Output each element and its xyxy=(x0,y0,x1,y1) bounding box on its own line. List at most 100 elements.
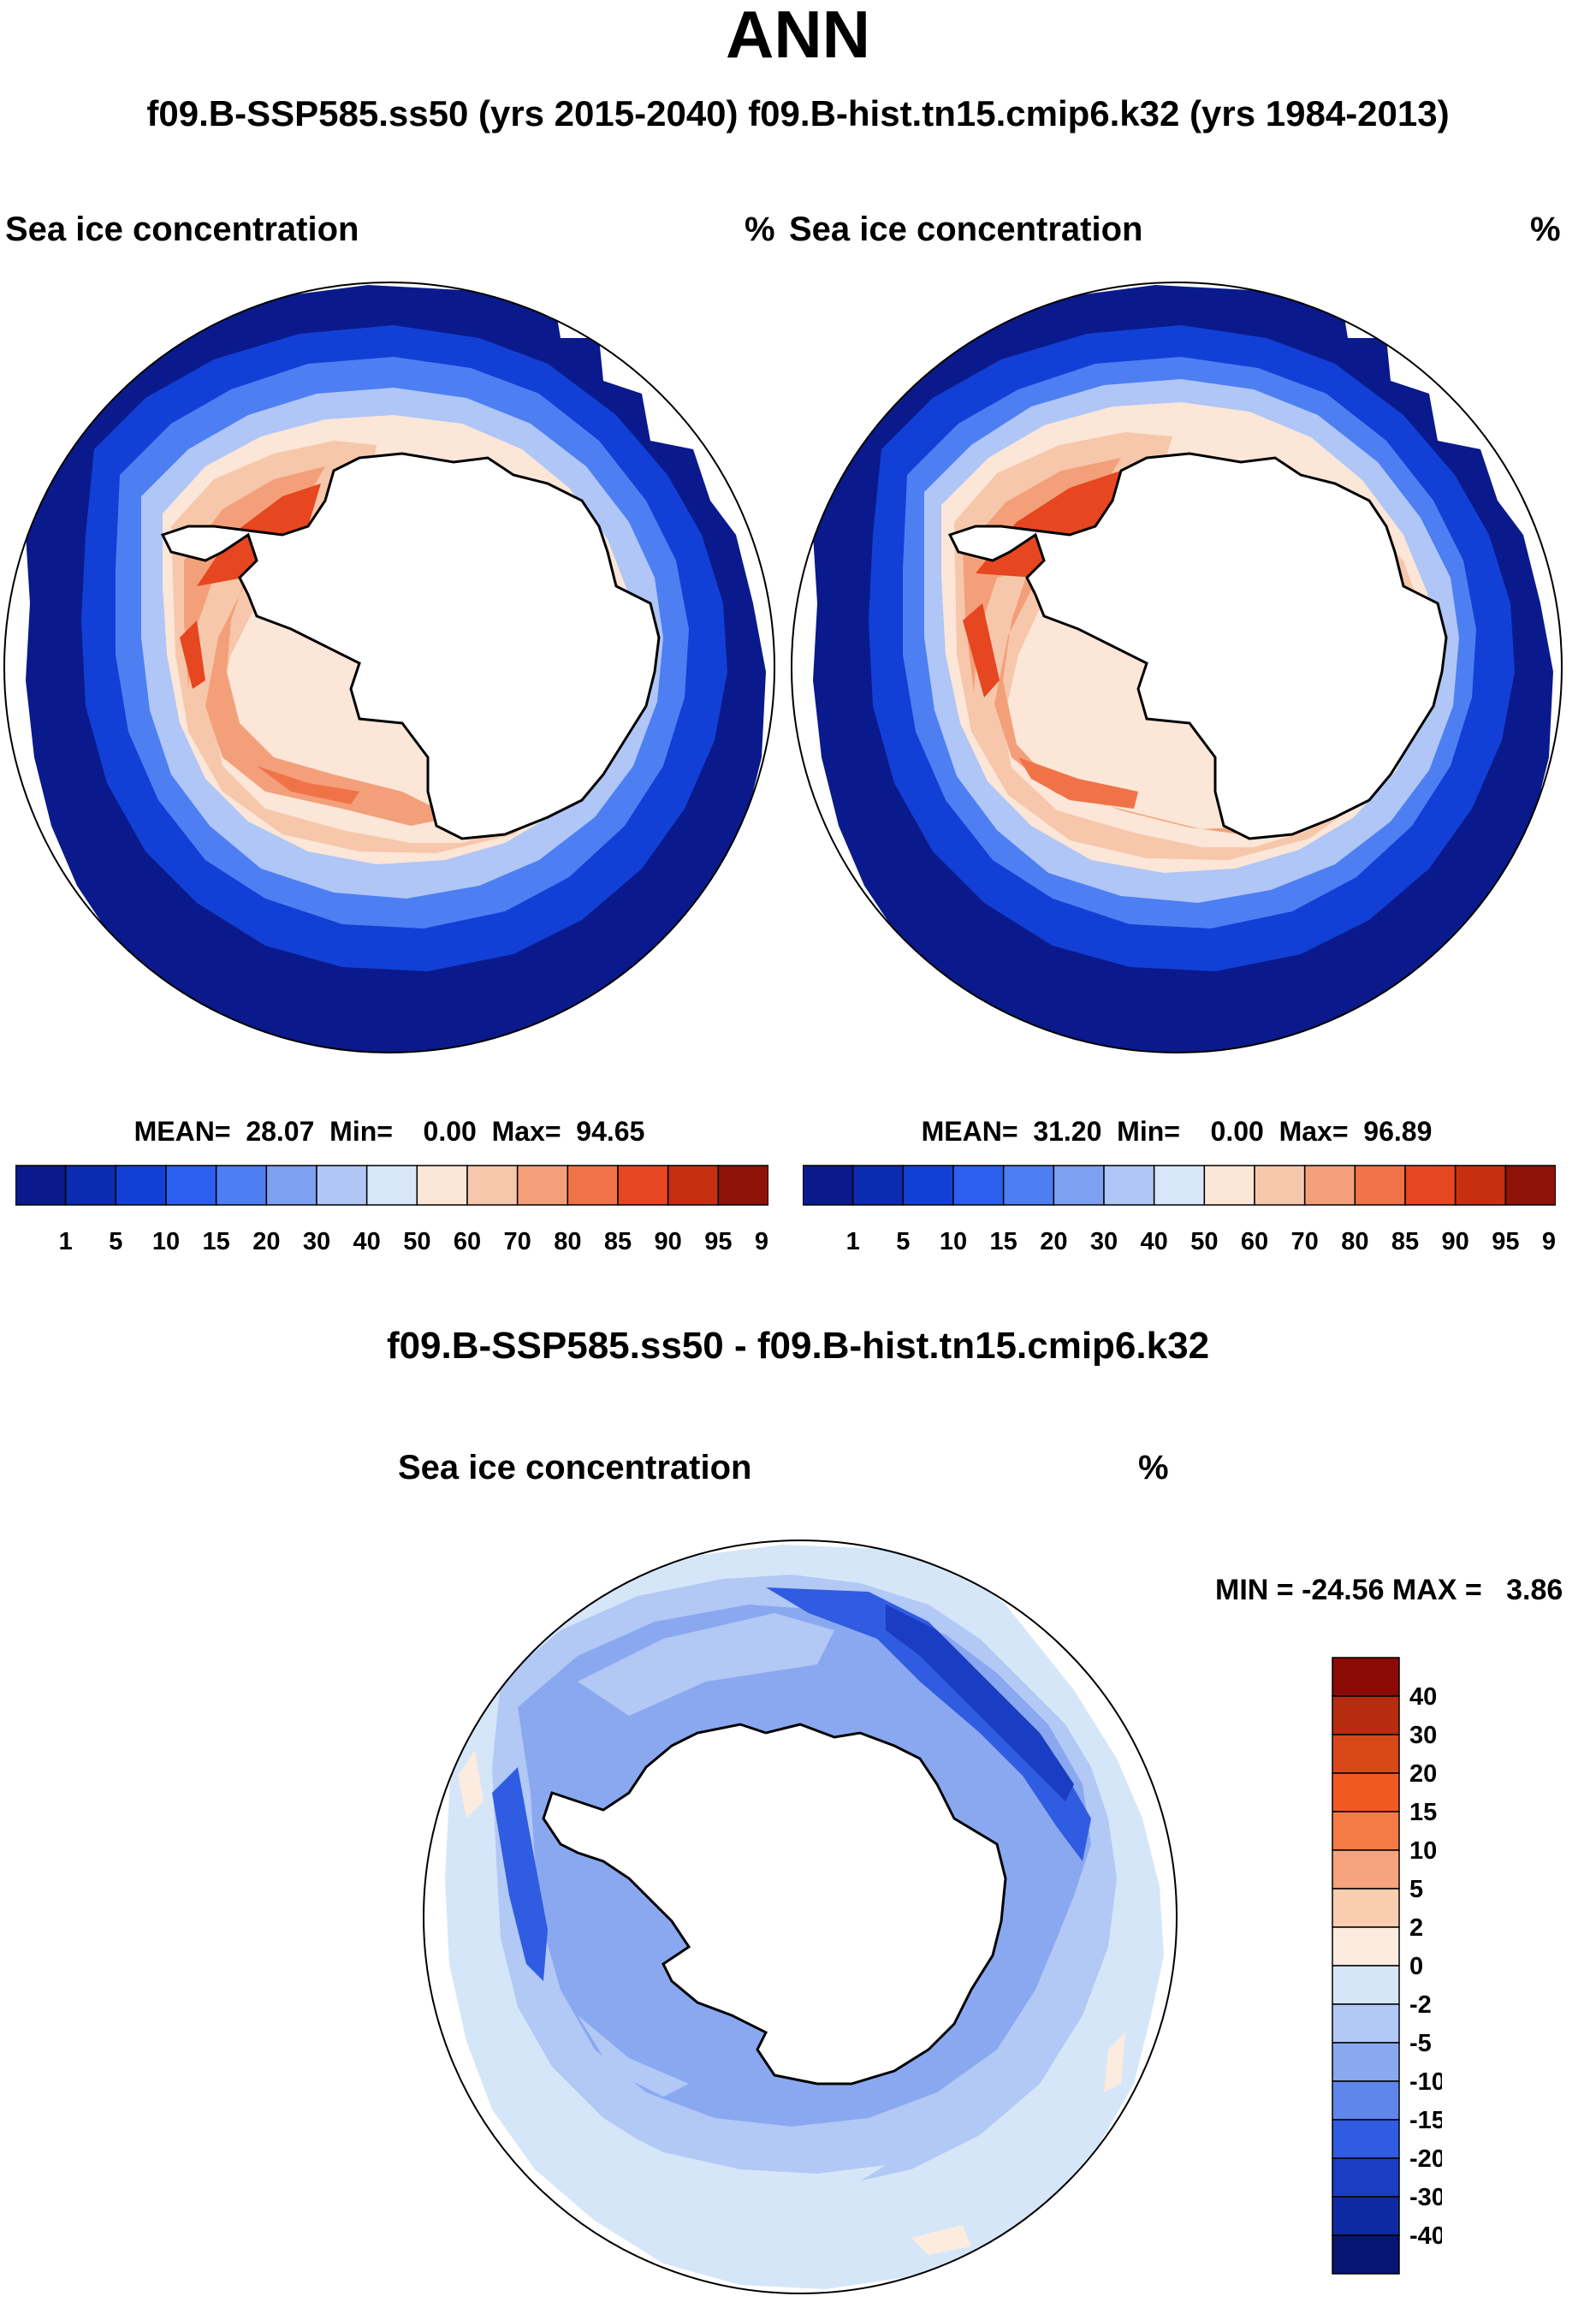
colorbar-tick-label: 60 xyxy=(454,1228,481,1255)
colorbar-tick-label: 90 xyxy=(1442,1228,1469,1255)
colorbar-tick-label: 1 xyxy=(59,1228,73,1255)
colorbar-tick-label: 40 xyxy=(353,1228,381,1255)
diff-colorbar-cell xyxy=(1332,2119,1400,2159)
diff-colorbar-tick-label: 5 xyxy=(1409,1876,1423,1903)
colorbar-tick-label: 15 xyxy=(990,1228,1018,1255)
colorbar-tick-label: 97 xyxy=(1542,1228,1556,1255)
diff-variable-label: Sea ice concentration xyxy=(398,1449,752,1486)
diff-colorbar-cell xyxy=(1332,1695,1400,1735)
colorbar-tick-label: 50 xyxy=(1190,1228,1218,1255)
colorbar-cell xyxy=(1153,1165,1206,1206)
diff-colorbar-cell xyxy=(1332,1888,1400,1928)
diff-colorbar-tick-label: -40 xyxy=(1409,2222,1442,2250)
colorbar-cell xyxy=(1002,1165,1055,1206)
colorbar-cell xyxy=(265,1165,317,1206)
colorbar-cell xyxy=(902,1165,954,1206)
colorbar-tick-label: 85 xyxy=(604,1228,632,1255)
colorbar-tick-label: 70 xyxy=(1291,1228,1319,1255)
colorbar-cell xyxy=(1404,1165,1457,1206)
colorbar-tick-label: 30 xyxy=(1090,1228,1118,1255)
colorbar-tick-label: 30 xyxy=(303,1228,330,1255)
diff-colorbar-tick-label: 0 xyxy=(1409,1953,1423,1980)
colorbar-tick-label: 97 xyxy=(755,1228,768,1255)
colorbar-tick-label: 5 xyxy=(109,1228,122,1255)
panel1-colorbar: 1510152030405060708085909597 xyxy=(15,1165,768,1255)
colorbar-tick-label: 5 xyxy=(896,1228,910,1255)
colorbar-tick-label: 80 xyxy=(554,1228,581,1255)
colorbar-cell xyxy=(1254,1165,1306,1206)
colorbar-tick-label: 60 xyxy=(1241,1228,1268,1255)
diff-colorbar-tick-label: -30 xyxy=(1409,2184,1442,2211)
colorbar-cell xyxy=(64,1165,117,1206)
colorbar-tick-label: 70 xyxy=(504,1228,531,1255)
panel1-variable-label: Sea ice concentration xyxy=(5,211,359,248)
colorbar-tick-label: 1 xyxy=(846,1228,860,1255)
diff-colorbar-cell xyxy=(1332,1734,1400,1774)
diff-colorbar-tick-label: 20 xyxy=(1409,1760,1437,1788)
diff-colorbar-tick-label: -20 xyxy=(1409,2145,1442,2173)
colorbar-cell xyxy=(516,1165,569,1206)
panel1-map xyxy=(3,282,775,1053)
diff-colorbar-cell xyxy=(1332,2234,1400,2275)
colorbar-cell xyxy=(1303,1165,1356,1206)
diff-colorbar-cell xyxy=(1332,1811,1400,1851)
colorbar-cell xyxy=(851,1165,905,1206)
colorbar-cell xyxy=(416,1165,468,1206)
panel2-units-label: % xyxy=(1530,211,1561,248)
colorbar-tick-label: 40 xyxy=(1141,1228,1168,1255)
diff-colorbar-tick-label: 2 xyxy=(1409,1914,1423,1942)
colorbar-cell xyxy=(1504,1165,1556,1206)
colorbar-cell xyxy=(165,1165,217,1206)
diff-units-label: % xyxy=(1138,1449,1169,1486)
colorbar-tick-label: 95 xyxy=(704,1228,732,1255)
diff-stats: MIN = -24.56 MAX = 3.86 xyxy=(1215,1574,1563,1606)
colorbar-cell xyxy=(1454,1165,1507,1206)
colorbar-cell xyxy=(1203,1165,1255,1206)
colorbar-cell xyxy=(466,1165,519,1206)
diff-colorbar-cell xyxy=(1332,2157,1400,2198)
diff-colorbar-cell xyxy=(1332,1772,1400,1813)
diff-colorbar-tick-label: 10 xyxy=(1409,1837,1437,1865)
colorbar-cell xyxy=(803,1165,854,1206)
diff-colorbar-cell xyxy=(1332,1965,1400,2005)
colorbar-cell xyxy=(617,1165,669,1206)
panel1-stats: MEAN= 28.07 Min= 0.00 Max= 94.65 xyxy=(133,1116,645,1147)
diff-colorbar-tick-label: -10 xyxy=(1409,2068,1442,2096)
colorbar-tick-label: 20 xyxy=(252,1228,280,1255)
diff-colorbar-cell xyxy=(1332,2003,1400,2044)
colorbar-cell xyxy=(1053,1165,1105,1206)
diff-colorbar-cell xyxy=(1332,2080,1400,2121)
colorbar-cell xyxy=(1103,1165,1155,1206)
panel2-map xyxy=(791,282,1563,1053)
colorbar-tick-label: 50 xyxy=(403,1228,430,1255)
diff-colorbar-cell xyxy=(1332,1926,1400,1967)
diff-colorbar-tick-label: -2 xyxy=(1409,1991,1432,2019)
colorbar-cell xyxy=(717,1165,768,1206)
colorbar-cell xyxy=(952,1165,1005,1206)
colorbar-tick-label: 10 xyxy=(152,1228,180,1255)
diff-colorbar-tick-label: 30 xyxy=(1409,1722,1437,1749)
colorbar-tick-label: 90 xyxy=(655,1228,682,1255)
panel1-units-label: % xyxy=(745,211,775,248)
panel2-stats: MEAN= 31.20 Min= 0.00 Max= 96.89 xyxy=(921,1116,1433,1147)
colorbar-cell xyxy=(15,1165,67,1206)
colorbar-tick-label: 80 xyxy=(1341,1228,1368,1255)
diff-colorbar-tick-label: -15 xyxy=(1409,2107,1442,2134)
diff-colorbar-cell xyxy=(1332,1849,1400,1890)
diff-colorbar-cell xyxy=(1332,2196,1400,2236)
case-subtitle: f09.B-SSP585.ss50 (yrs 2015-2040) f09.B-… xyxy=(146,93,1450,133)
diff-colorbar-tick-label: 40 xyxy=(1409,1683,1437,1711)
panel2-colorbar: 1510152030405060708085909597 xyxy=(803,1165,1556,1255)
difference-map xyxy=(423,1540,1178,2294)
main-title: ANN xyxy=(726,0,870,72)
colorbar-tick-label: 95 xyxy=(1492,1228,1519,1255)
panel2-variable-label: Sea ice concentration xyxy=(789,211,1143,248)
diff-colorbar-cell xyxy=(1332,1657,1400,1697)
colorbar-cell xyxy=(215,1165,268,1206)
colorbar-cell xyxy=(365,1165,418,1206)
colorbar-cell xyxy=(567,1165,619,1206)
difference-title: f09.B-SSP585.ss50 - f09.B-hist.tn15.cmip… xyxy=(386,1325,1210,1367)
diff-colorbar-tick-label: 15 xyxy=(1409,1799,1437,1826)
diff-colorbar-tick-label: -5 xyxy=(1409,2030,1432,2057)
colorbar-cell xyxy=(316,1165,368,1206)
